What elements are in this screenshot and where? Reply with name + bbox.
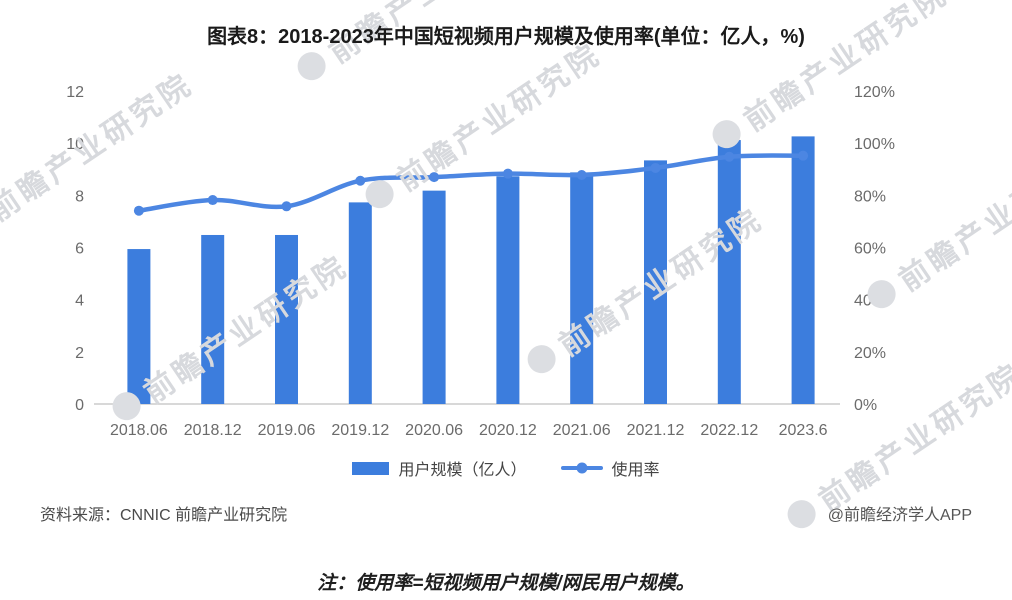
line-point-2020.12 xyxy=(502,168,513,179)
x-axis-label: 2021.12 xyxy=(627,422,685,439)
bar-2018.12 xyxy=(201,234,225,404)
data-source: 资料来源：CNNIC 前瞻产业研究院 xyxy=(40,507,288,524)
x-axis-label: 2020.06 xyxy=(405,422,463,439)
line-point-2023.6 xyxy=(798,150,809,161)
line-point-2019.12 xyxy=(355,175,366,186)
y-axis-left-tick: 0 xyxy=(75,397,84,414)
line-point-2018.06 xyxy=(133,205,144,216)
bar-2022.12 xyxy=(717,140,741,404)
y-axis-left-tick: 6 xyxy=(75,241,84,258)
y-axis-right-tick: 120% xyxy=(854,84,895,101)
x-axis-label: 2019.12 xyxy=(331,422,389,439)
x-axis-label: 2018.06 xyxy=(110,422,168,439)
y-axis-right-tick: 60% xyxy=(854,241,886,258)
credit: @前瞻经济学人APP xyxy=(827,507,972,524)
bar-2019.06 xyxy=(275,234,298,404)
x-axis-label: 2021.06 xyxy=(553,422,611,439)
y-axis-left-tick: 12 xyxy=(66,84,84,101)
legend-item-usage-rate: 使用率 xyxy=(560,456,660,480)
x-axis-label: 2020.12 xyxy=(479,422,537,439)
line-point-2018.12 xyxy=(207,195,218,206)
bar-2018.06 xyxy=(127,249,151,404)
y-axis-right-tick: 80% xyxy=(854,188,886,205)
chart-note: 注：使用率=短视频用户规模/网民用户规模。 xyxy=(317,573,695,594)
x-axis-label: 2023.6 xyxy=(779,422,828,439)
x-axis-label: 2022.12 xyxy=(700,422,758,439)
line-point-2019.06 xyxy=(281,201,292,212)
footer-row: 资料来源：CNNIC 前瞻产业研究院 @前瞻经济学人APP xyxy=(40,501,972,525)
bar-2021.06 xyxy=(570,172,594,404)
x-axis-label: 2019.06 xyxy=(258,422,316,439)
y-axis-left-tick: 4 xyxy=(75,293,84,310)
chart-legend: 用户规模（亿人） 使用率 xyxy=(0,456,1012,480)
bar-2019.12 xyxy=(348,202,372,404)
line-point-2021.12 xyxy=(650,162,661,173)
x-axis-label: 2018.12 xyxy=(184,422,242,439)
legend-item-users: 用户规模（亿人） xyxy=(352,456,527,480)
legend-label-usage-rate: 使用率 xyxy=(611,462,660,479)
y-axis-right-tick: 20% xyxy=(854,345,886,362)
legend-label-users: 用户规模（亿人） xyxy=(398,462,527,479)
y-axis-left-tick: 2 xyxy=(75,345,84,362)
line-dot-icon xyxy=(576,462,587,474)
bar-2021.12 xyxy=(644,160,667,404)
bar-swatch-icon xyxy=(352,461,390,475)
y-axis-right-tick: 0% xyxy=(854,397,877,414)
line-point-2021.06 xyxy=(576,169,587,180)
y-axis-left-tick: 10 xyxy=(66,136,84,153)
y-axis-right-tick: 40% xyxy=(854,293,886,310)
y-axis-left-tick: 8 xyxy=(75,188,84,205)
y-axis-right-tick: 100% xyxy=(854,136,895,153)
chart-title: 图表8：2018-2023年中国短视频用户规模及使用率(单位：亿人，%) xyxy=(207,26,805,48)
line-point-2022.12 xyxy=(724,151,735,162)
bar-2023.6 xyxy=(791,136,815,404)
usage-rate-line xyxy=(136,153,806,213)
bar-2020.06 xyxy=(422,190,446,404)
line-point-2020.06 xyxy=(429,172,440,183)
line-marker-icon xyxy=(560,462,603,474)
bar-2020.12 xyxy=(496,176,520,404)
